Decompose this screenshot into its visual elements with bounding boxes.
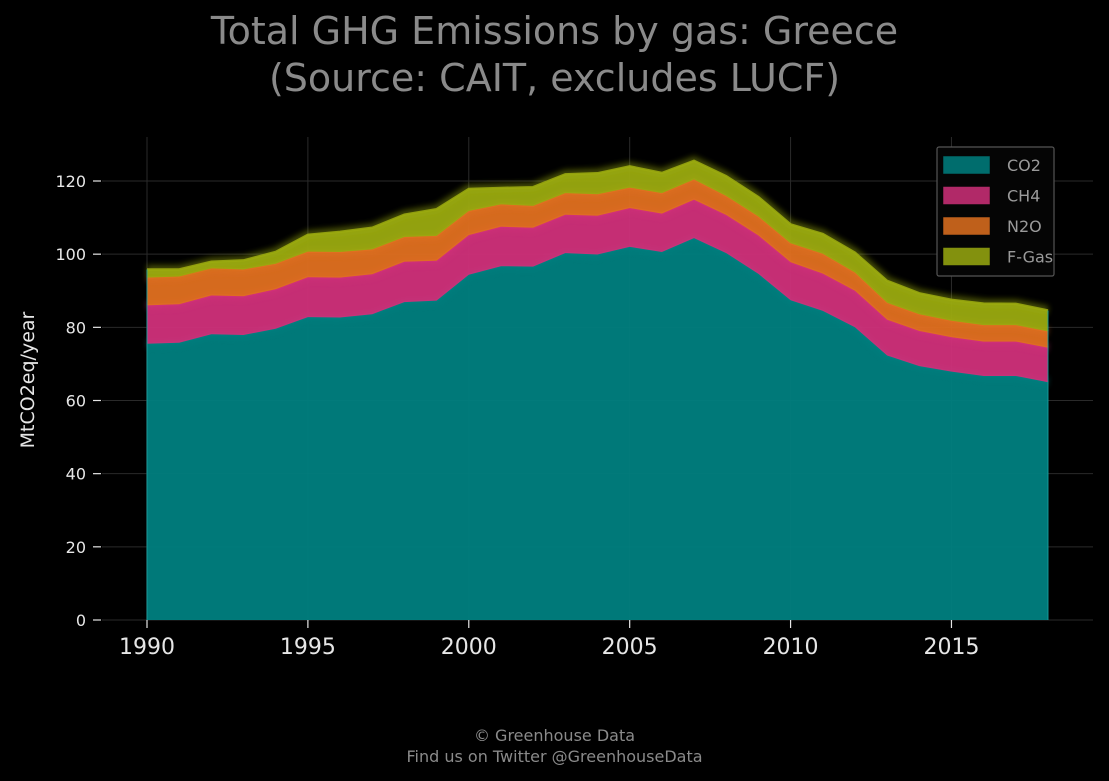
x-tick-label: 2005 xyxy=(602,635,658,660)
y-tick-label: 80 xyxy=(66,318,86,337)
y-tick-label: 60 xyxy=(66,392,86,411)
axes: 0 20 40 60 80 100 120 1990 1995 2000 2005 2010 2015 M… xyxy=(17,172,979,660)
legend-swatch-co2 xyxy=(943,156,990,174)
legend-swatch-ch4 xyxy=(943,186,990,205)
legend-label-f-gas: F-Gas xyxy=(1007,248,1053,267)
line-f-gas xyxy=(147,159,1049,312)
area-ch4 xyxy=(147,199,1048,383)
area-n2o xyxy=(147,179,1048,348)
y-tick-label: 20 xyxy=(66,538,86,557)
area-f-gas xyxy=(147,160,1048,332)
stacked-areas xyxy=(146,156,1049,620)
legend-label-ch4: CH4 xyxy=(1007,187,1040,206)
y-tick-label: 0 xyxy=(76,611,86,630)
title-line-1: Total GHG Emissions by gas: Greece xyxy=(210,9,899,53)
x-tick-label: 1995 xyxy=(280,635,336,660)
footer-twitter: Find us on Twitter @GreenhouseData xyxy=(406,747,703,766)
y-tick-label: 120 xyxy=(55,172,86,191)
y-tick-label: 40 xyxy=(66,465,86,484)
footer-copyright: © Greenhouse Data xyxy=(473,726,636,745)
x-tick-label: 2015 xyxy=(923,635,979,660)
legend-label-n2o: N2O xyxy=(1007,217,1042,236)
area-co2 xyxy=(147,238,1048,620)
footer: © Greenhouse Data Find us on Twitter @Gr… xyxy=(0,725,1109,767)
legend-label-co2: CO2 xyxy=(1007,156,1041,175)
x-tick-label: 2000 xyxy=(441,635,497,660)
legend-swatch-n2o xyxy=(943,217,990,235)
y-axis-label: MtCO2eq/year xyxy=(17,311,39,448)
x-tick-label: 2010 xyxy=(763,635,819,660)
legend: CO2 CH4 N2O F-Gas xyxy=(936,146,1055,277)
chart-title: Total GHG Emissions by gas: Greece (Sour… xyxy=(0,8,1109,102)
title-line-2: (Source: CAIT, excludes LUCF) xyxy=(268,56,841,100)
x-tick-label: 1990 xyxy=(119,635,175,660)
y-tick-label: 100 xyxy=(55,245,86,264)
legend-swatch-f-gas xyxy=(943,247,990,266)
legend-box xyxy=(936,146,1055,277)
